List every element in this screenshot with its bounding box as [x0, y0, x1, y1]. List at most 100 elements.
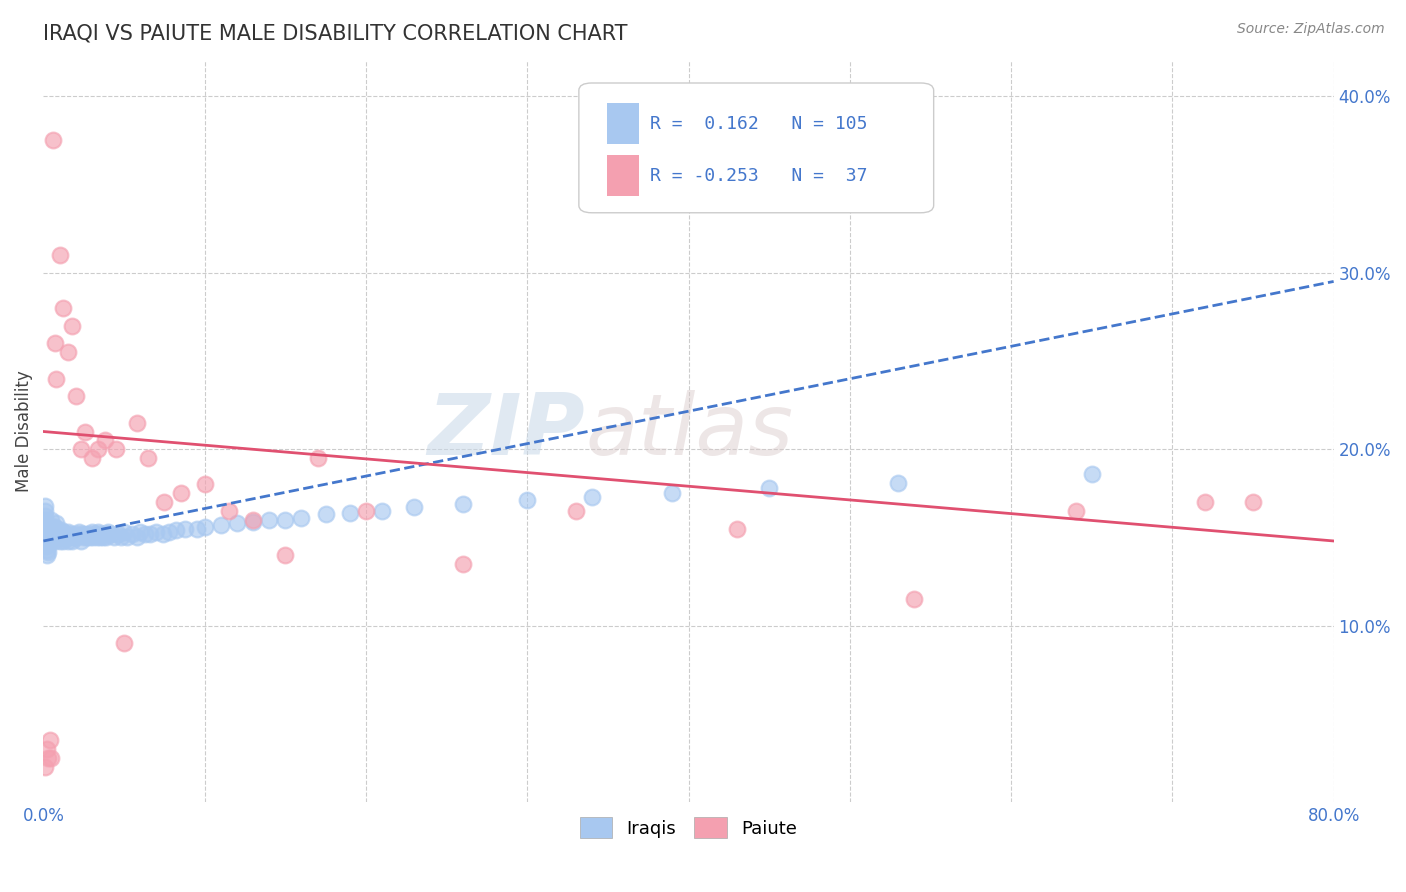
Point [45, 371, 67, 385]
Point [581, 490, 603, 504]
Point [136, 450, 159, 465]
Point [86, 531, 108, 545]
Point [194, 520, 217, 534]
Point [307, 450, 329, 465]
Point [79, 531, 101, 545]
Point [59, 527, 82, 541]
Point [139, 527, 162, 541]
Text: Source: ZipAtlas.com: Source: ZipAtlas.com [1237, 22, 1385, 37]
Point [56, 533, 79, 548]
Point [516, 493, 538, 508]
Text: IRAQI VS PAIUTE MALE DISABILITY CORRELATION CHART: IRAQI VS PAIUTE MALE DISABILITY CORRELAT… [44, 24, 628, 44]
Point [38, 520, 60, 534]
Point [274, 513, 297, 527]
Point [315, 508, 337, 522]
Point [1241, 495, 1264, 509]
Point [41, 751, 63, 765]
Text: R = -0.253   N =  37: R = -0.253 N = 37 [650, 167, 868, 185]
Point [75, 425, 97, 439]
Point [80, 450, 103, 465]
Point [63, 531, 86, 545]
Point [55, 527, 77, 541]
Point [38, 533, 60, 548]
Point [37, 537, 59, 551]
Point [661, 486, 683, 500]
Point [53, 531, 76, 545]
Point [35, 520, 58, 534]
Point [34, 499, 56, 513]
Point [41, 522, 63, 536]
Point [37, 524, 59, 538]
Point [37, 751, 59, 765]
Point [194, 477, 217, 491]
Point [157, 525, 180, 540]
Point [37, 531, 59, 545]
Point [174, 522, 197, 536]
Point [404, 500, 426, 515]
Point [903, 592, 925, 607]
Point [34, 513, 56, 527]
Point [103, 531, 125, 545]
Point [34, 760, 56, 774]
Point [725, 522, 748, 536]
Point [35, 525, 58, 540]
Point [242, 515, 264, 529]
Point [96, 531, 118, 545]
Point [73, 531, 96, 545]
Point [129, 525, 152, 540]
Point [1064, 504, 1087, 518]
Point [35, 742, 58, 756]
Point [52, 301, 75, 315]
Point [125, 416, 148, 430]
Point [38, 527, 60, 541]
Point [46, 524, 69, 538]
Point [35, 548, 58, 562]
Point [62, 318, 84, 333]
Point [76, 531, 98, 545]
Point [87, 525, 110, 540]
Text: R =  0.162   N = 105: R = 0.162 N = 105 [650, 115, 868, 133]
Point [42, 527, 65, 541]
Point [52, 533, 75, 548]
Point [758, 481, 780, 495]
Point [257, 513, 280, 527]
Point [41, 531, 63, 545]
Point [226, 516, 249, 531]
Point [82, 531, 104, 545]
Point [34, 531, 56, 545]
Point [70, 527, 93, 541]
Point [153, 495, 176, 509]
Point [242, 513, 264, 527]
Point [34, 504, 56, 518]
Point [451, 557, 474, 571]
Point [34, 522, 56, 536]
Point [44, 533, 66, 548]
Point [152, 527, 174, 541]
Point [186, 522, 208, 536]
Point [41, 513, 63, 527]
Point [121, 527, 143, 541]
Point [48, 248, 70, 262]
Legend: Iraqis, Paiute: Iraqis, Paiute [572, 810, 804, 845]
Point [90, 527, 112, 541]
Bar [607, 155, 640, 196]
Point [62, 533, 84, 548]
Point [84, 527, 107, 541]
Point [125, 531, 148, 545]
Point [69, 442, 91, 457]
Point [93, 434, 115, 448]
Point [339, 506, 361, 520]
Y-axis label: Male Disability: Male Disability [15, 371, 32, 492]
Point [451, 497, 474, 511]
Point [112, 525, 135, 540]
Point [44, 336, 66, 351]
Point [38, 733, 60, 747]
Point [65, 389, 87, 403]
Point [56, 345, 79, 359]
Point [87, 442, 110, 457]
Point [169, 486, 191, 500]
Point [104, 442, 127, 457]
Point [110, 531, 132, 545]
Point [42, 133, 65, 147]
Point [58, 531, 80, 545]
